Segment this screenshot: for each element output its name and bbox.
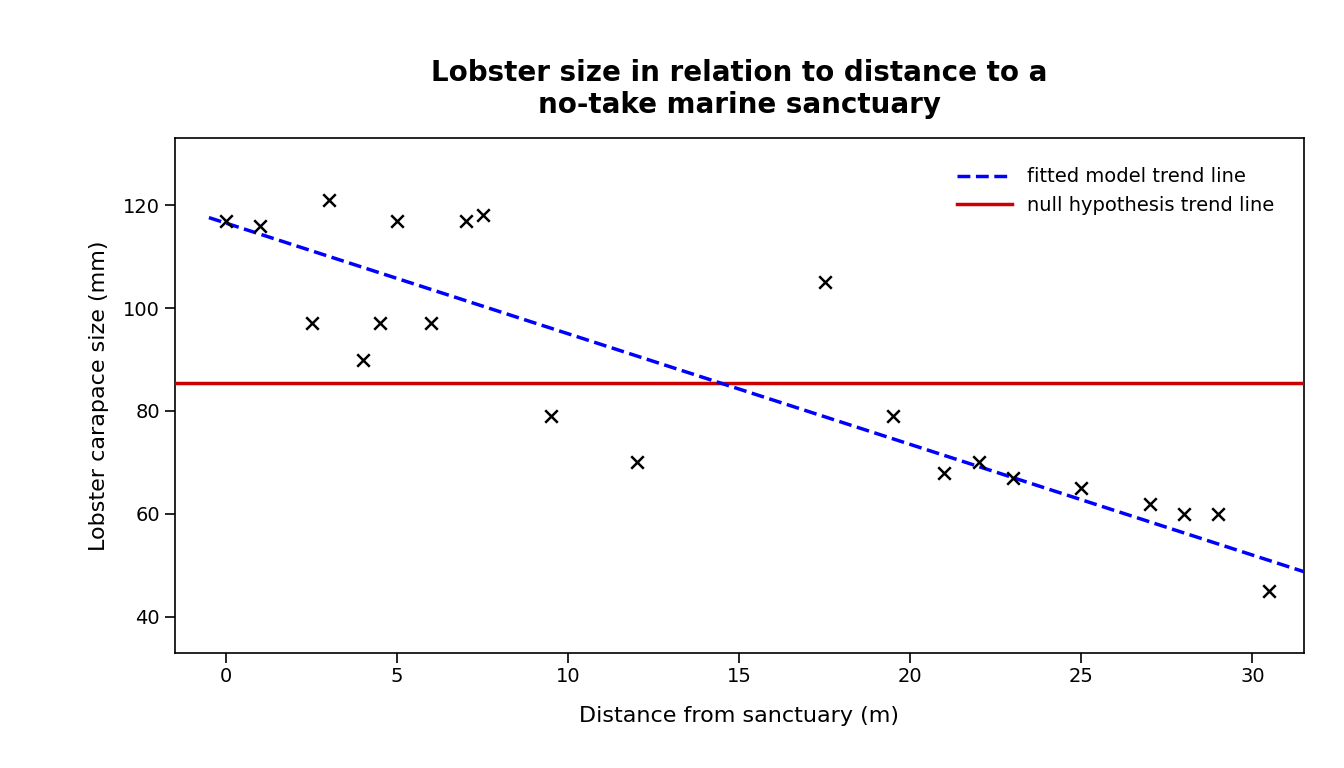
Point <box>319 194 340 206</box>
Title: Lobster size in relation to distance to a
no-take marine sanctuary: Lobster size in relation to distance to … <box>431 59 1047 119</box>
Point <box>1071 482 1093 495</box>
fitted model trend line <box>200 213 216 222</box>
Point <box>472 209 493 221</box>
Point <box>454 214 476 227</box>
Point <box>1259 585 1281 598</box>
Point <box>301 317 323 329</box>
Point <box>1207 508 1228 520</box>
Point <box>215 214 237 227</box>
fitted model trend line <box>852 424 868 433</box>
fitted model trend line <box>1296 567 1312 576</box>
Point <box>934 466 956 479</box>
Point <box>540 410 562 422</box>
fitted model trend line <box>1193 534 1210 543</box>
Point <box>352 353 374 366</box>
Y-axis label: Lobster carapace size (mm): Lobster carapace size (mm) <box>89 240 109 551</box>
null hypothesis trend line <box>253 378 269 387</box>
fitted model trend line <box>1124 511 1140 521</box>
Point <box>883 410 905 422</box>
Point <box>250 220 271 232</box>
Legend: fitted model trend line, null hypothesis trend line: fitted model trend line, null hypothesis… <box>938 148 1294 234</box>
Point <box>1173 508 1195 520</box>
fitted model trend line <box>849 422 866 432</box>
Point <box>386 214 407 227</box>
fitted model trend line <box>204 214 220 223</box>
Point <box>1003 472 1024 484</box>
Point <box>626 456 648 468</box>
Point <box>421 317 442 329</box>
X-axis label: Distance from sanctuary (m): Distance from sanctuary (m) <box>579 706 899 726</box>
Point <box>1138 498 1160 510</box>
Point <box>370 317 391 329</box>
fitted model trend line <box>871 429 887 439</box>
Point <box>968 456 989 468</box>
Line: fitted model trend line: fitted model trend line <box>208 217 1304 571</box>
null hypothesis trend line <box>218 378 234 387</box>
Point <box>814 276 836 289</box>
